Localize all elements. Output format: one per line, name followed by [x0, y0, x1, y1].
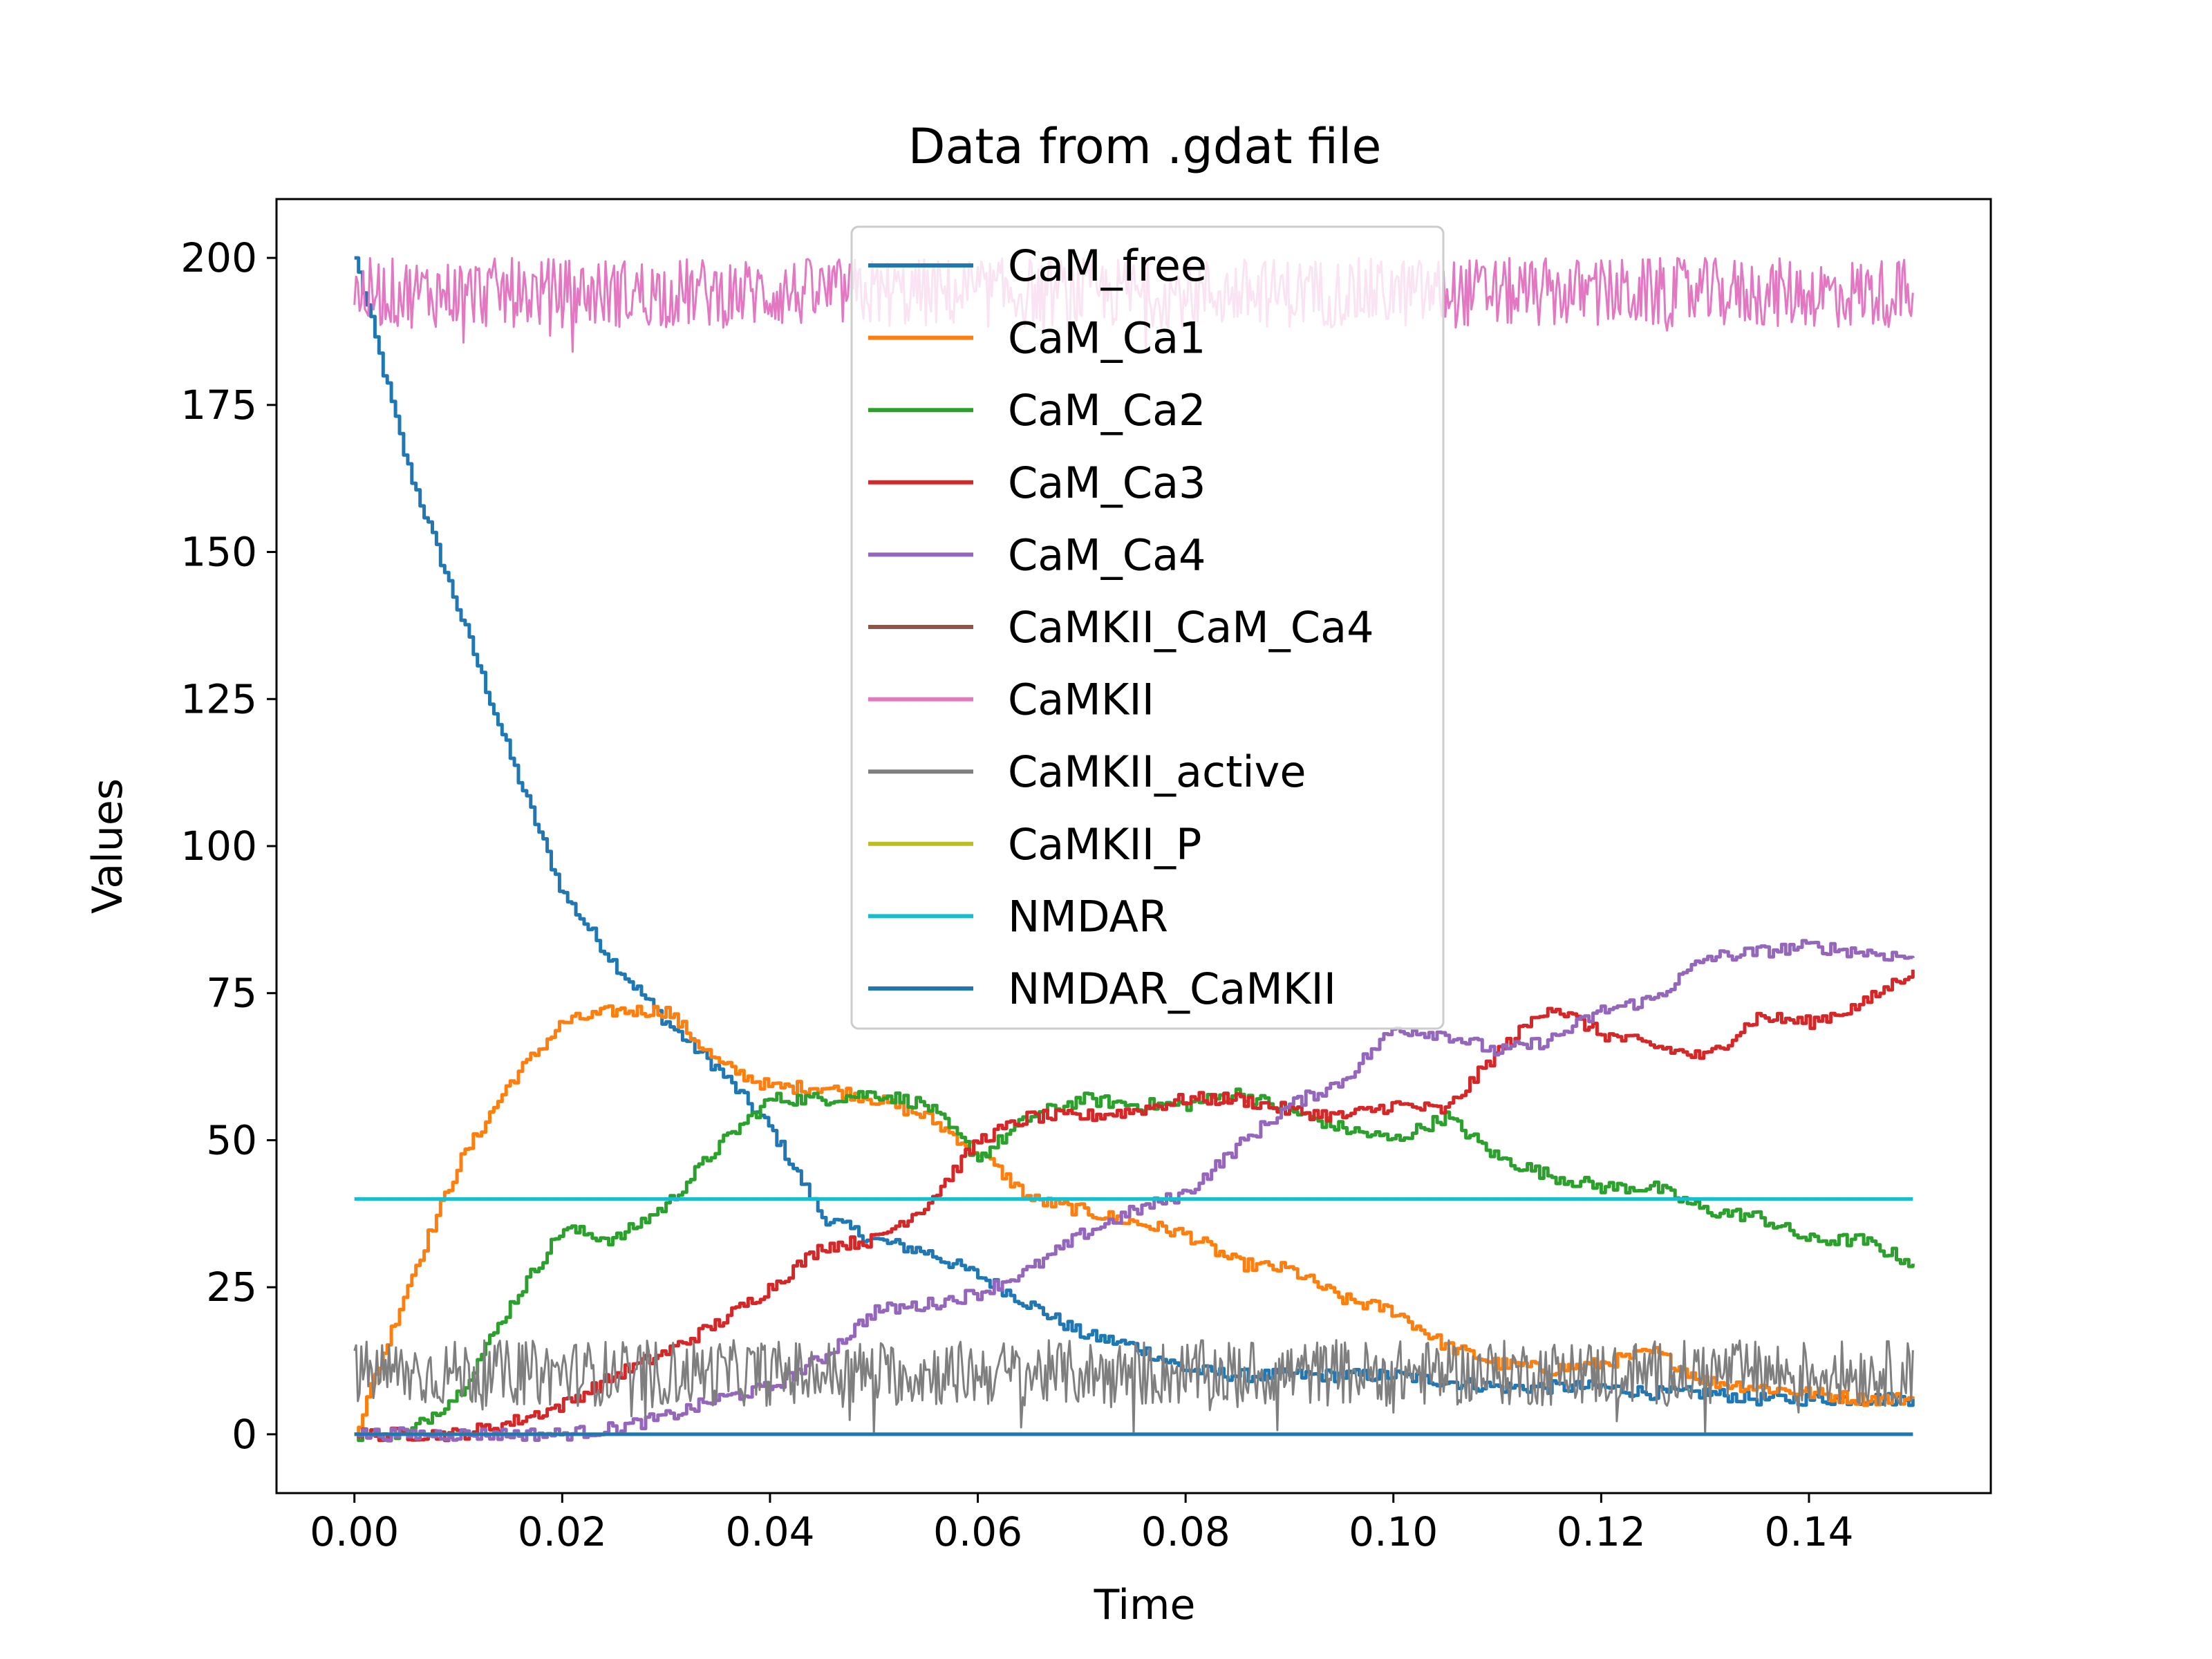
- legend-label-camkii-cam-ca4: CaMKII_CaM_Ca4: [1008, 602, 1374, 653]
- chart-title: Data from .gdat file: [908, 118, 1382, 175]
- legend-label-cam-free: CaM_free: [1008, 241, 1207, 291]
- y-tick-label: 150: [180, 529, 257, 576]
- y-tick-label: 125: [180, 675, 257, 722]
- y-tick-label: 50: [206, 1116, 257, 1163]
- legend-label-nmdar: NMDAR: [1008, 891, 1168, 941]
- y-tick-label: 200: [180, 234, 257, 281]
- legend-label-cam-ca1: CaM_Ca1: [1008, 313, 1206, 364]
- y-tick-label: 75: [206, 970, 257, 1017]
- plot-area: [353, 256, 1915, 1443]
- x-tick-label: 0.04: [725, 1508, 814, 1555]
- legend-label-cam-ca2: CaM_Ca2: [1008, 385, 1206, 435]
- x-tick-label: 0.14: [1764, 1508, 1853, 1555]
- y-axis-label: Values: [84, 778, 132, 914]
- x-tick-label: 0.10: [1349, 1508, 1438, 1555]
- legend: CaM_free CaM_Ca1 CaM_Ca2 CaM_Ca3 CaM_Ca4 CaMK…: [850, 225, 1445, 1030]
- legend-box: [850, 225, 1445, 1030]
- x-axis-label: Time: [1094, 1581, 1196, 1629]
- legend-label-camkii: CaMKII: [1008, 675, 1154, 725]
- legend-label-camkii-active: CaMKII_active: [1008, 747, 1306, 797]
- legend-label-cam-ca4: CaM_Ca4: [1008, 529, 1206, 580]
- legend-label-nmdar-camkii: NMDAR_CaMKII: [1008, 964, 1336, 1014]
- x-axis: 0.00 0.02 0.04 0.06 0.08 0.10 0.12 0.14: [310, 1493, 1854, 1555]
- x-tick-label: 0.06: [933, 1508, 1022, 1555]
- series-line-cam-ca4: [354, 939, 1915, 1443]
- y-axis: 0 25 50 75 100 125 150 175 200: [180, 234, 276, 1458]
- y-tick-label: 100: [180, 823, 257, 870]
- x-tick-label: 0.12: [1557, 1508, 1646, 1555]
- legend-label-camkii-p: CaMKII_P: [1008, 819, 1201, 870]
- y-tick-label: 175: [180, 382, 257, 429]
- y-tick-label: 25: [206, 1264, 257, 1311]
- series-line-cam-ca2: [354, 1087, 1915, 1443]
- x-tick-label: 0.08: [1141, 1508, 1230, 1555]
- legend-label-cam-ca3: CaM_Ca3: [1008, 458, 1206, 508]
- y-tick-label: 0: [232, 1411, 257, 1458]
- x-tick-label: 0.02: [518, 1508, 607, 1555]
- x-tick-label: 0.00: [310, 1508, 399, 1555]
